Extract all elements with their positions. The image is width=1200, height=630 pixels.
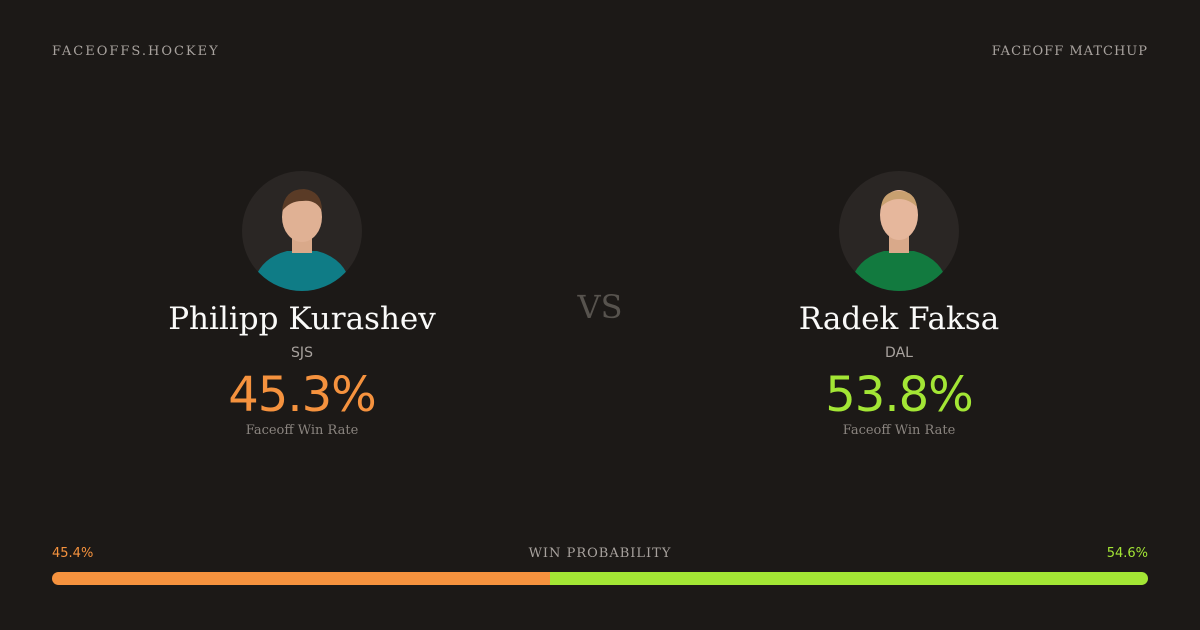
vs-label: VS <box>577 288 623 326</box>
avatar <box>839 171 959 291</box>
avatar <box>242 171 362 291</box>
probability-label: WIN PROBABILITY <box>528 546 672 561</box>
player-name: Philipp Kurashev <box>168 301 436 337</box>
player-name: Radek Faksa <box>798 301 1000 337</box>
rate-label: Faceoff Win Rate <box>245 423 359 438</box>
player-rate: 53.8% <box>825 367 973 423</box>
right-probability: 54.6% <box>1106 546 1148 561</box>
left-probability: 45.4% <box>52 546 94 561</box>
player-card: Radek Faksa DAL 53.8% Faceoff Win Rate <box>699 171 1099 438</box>
rate-label: Faceoff Win Rate <box>842 423 956 438</box>
bar-segment <box>52 572 550 585</box>
probability-bar <box>52 572 1148 585</box>
brand: FACEOFFS.HOCKEY <box>52 44 220 59</box>
page-label: FACEOFF MATCHUP <box>991 44 1148 59</box>
player-team: SJS <box>291 345 313 361</box>
bar-segment <box>549 572 1148 585</box>
player-card: Philipp Kurashev SJS 45.3% Faceoff Win R… <box>102 171 502 438</box>
player-rate: 45.3% <box>228 367 376 423</box>
player-team: DAL <box>885 345 913 361</box>
